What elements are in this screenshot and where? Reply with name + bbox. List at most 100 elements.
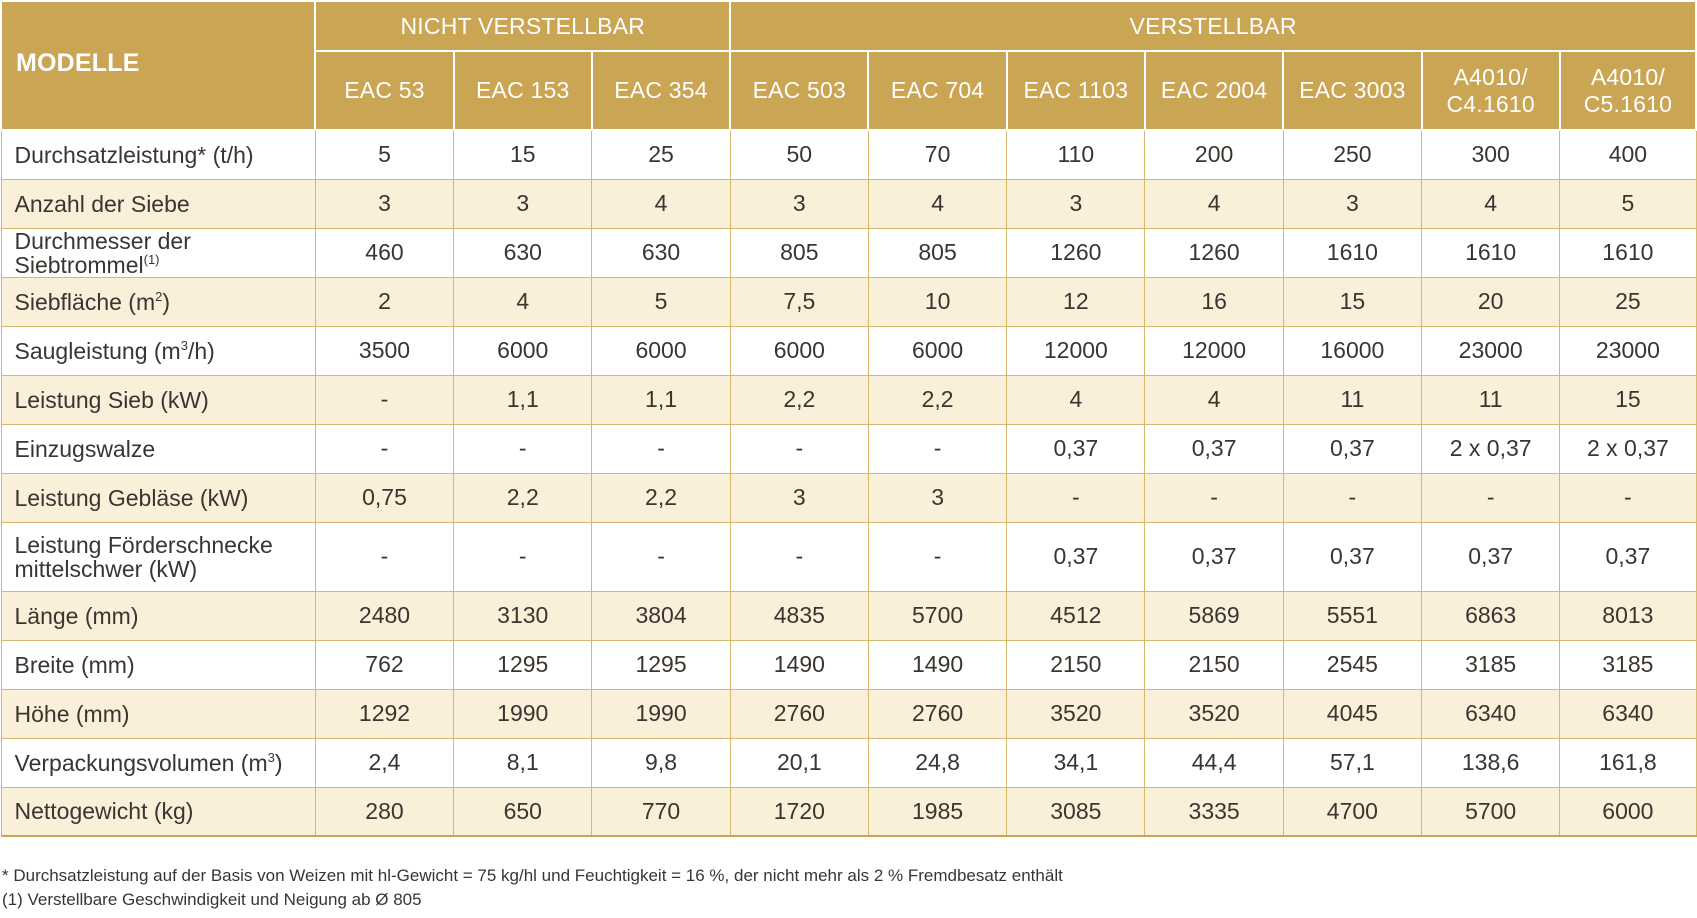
table-cell: 5: [591, 276, 731, 327]
table-cell: 3130: [453, 590, 593, 641]
model-header: A4010/C4.1610: [1420, 50, 1561, 131]
table-cell: 2 x 0,37: [1559, 423, 1697, 474]
table-cell: 3185: [1559, 639, 1697, 690]
group-adjustable: VERSTELLBAR: [729, 0, 1697, 52]
table-cell: 20: [1421, 276, 1561, 327]
table-cell: 15: [1559, 374, 1697, 425]
table-cell: 12: [1006, 276, 1146, 327]
table-cell: -: [867, 423, 1008, 474]
model-name: EAC 1103: [1023, 77, 1129, 103]
model-name: A4010/: [1453, 63, 1528, 90]
table-cell: -: [1559, 472, 1697, 523]
table-cell: -: [1006, 472, 1146, 523]
model-header: EAC 1103: [1005, 50, 1146, 131]
model-name: EAC 503: [752, 77, 847, 103]
models-header: MODELLE: [0, 0, 317, 131]
table-cell: 0,37: [1144, 521, 1284, 592]
table-cell: 4045: [1282, 688, 1423, 739]
row-label: Anzahl der Siebe: [0, 178, 316, 229]
table-cell: 3520: [1006, 688, 1146, 739]
table-cell: 2 x 0,37: [1421, 423, 1561, 474]
table-cell: 6000: [453, 325, 593, 376]
table-cell: 4700: [1282, 786, 1423, 837]
row-label-text: Höhe (mm): [14, 700, 130, 727]
table-cell: 4835: [729, 590, 869, 641]
table-cell: 1,1: [591, 374, 731, 425]
table-cell: 4: [1144, 374, 1284, 425]
table-cell: 4512: [1006, 590, 1146, 641]
table-row: Verpackungsvolumen (m3) 2,4 8,1 9,8 20,1 24,8…: [0, 737, 1697, 788]
model-name: C5.1610: [1583, 90, 1673, 117]
specifications-table: MODELLE NICHT VERSTELLBAR VERSTELLBAR EA…: [0, 0, 1697, 837]
table-cell: -: [314, 423, 455, 474]
table-cell: 16: [1144, 276, 1284, 327]
table-cell: 6000: [867, 325, 1008, 376]
table-cell: 2,2: [729, 374, 869, 425]
table-cell: 1,1: [453, 374, 593, 425]
row-label-text: Einzugswalze: [14, 435, 156, 462]
table-cell: -: [729, 423, 869, 474]
table-cell: 12000: [1144, 325, 1284, 376]
table-cell: 3500: [314, 325, 455, 376]
table-cell: 200: [1144, 129, 1284, 180]
table-cell: 12000: [1006, 325, 1146, 376]
table-cell: 1610: [1282, 227, 1423, 278]
table-cell: 5: [314, 129, 455, 180]
table-cell: -: [591, 423, 731, 474]
table-cell: 630: [453, 227, 593, 278]
row-label-text: Leistung Gebläse (kW): [14, 484, 249, 511]
table-cell: 16000: [1282, 325, 1423, 376]
table-cell: 25: [1559, 276, 1697, 327]
table-cell: 6000: [729, 325, 869, 376]
table-cell: 11: [1421, 374, 1561, 425]
table-cell: 460: [314, 227, 455, 278]
table-cell: 3: [867, 472, 1008, 523]
table-cell: 161,8: [1559, 737, 1697, 788]
table-cell: 15: [453, 129, 593, 180]
row-label-suffix: ): [162, 288, 171, 315]
table-cell: 70: [867, 129, 1008, 180]
table-cell: 24,8: [867, 737, 1008, 788]
table-cell: 1990: [591, 688, 731, 739]
table-row: Leistung Gebläse (kW) 0,75 2,2 2,2 3 3- - - - -: [0, 472, 1697, 523]
table-cell: 0,37: [1006, 521, 1146, 592]
table-cell: -: [867, 521, 1008, 592]
table-cell: 4: [1421, 178, 1561, 229]
table-cell: 5: [1559, 178, 1697, 229]
table-cell: 762: [314, 639, 455, 690]
table-cell: 8013: [1559, 590, 1697, 641]
table-cell: 6863: [1421, 590, 1561, 641]
table-cell: 1490: [729, 639, 869, 690]
table-cell: 1610: [1559, 227, 1697, 278]
table-cell: 25: [591, 129, 731, 180]
table-cell: 11: [1282, 374, 1423, 425]
table-cell: 2760: [867, 688, 1008, 739]
table-cell: 4: [1144, 178, 1284, 229]
table-row: Einzugswalze - - - - -0,37 0,37 0,37 2 x 0,37 2 x…: [0, 423, 1697, 474]
table-cell: 1610: [1421, 227, 1561, 278]
table-cell: 2,4: [314, 737, 455, 788]
footnote-throughput: * Durchsatzleistung auf der Basis von We…: [2, 866, 1063, 885]
row-label-superscript: 3: [267, 749, 275, 765]
model-name: EAC 153: [476, 77, 570, 103]
table-cell: 2,2: [867, 374, 1008, 425]
table-cell: 50: [729, 129, 869, 180]
table-cell: 3: [1282, 178, 1423, 229]
table-cell: 3520: [1144, 688, 1284, 739]
table-cell: 3335: [1144, 786, 1284, 837]
model-name: EAC 354: [614, 77, 708, 103]
model-name: EAC 53: [344, 77, 425, 103]
row-label-text: Verpackungsvolumen (m: [14, 749, 268, 776]
table-cell: 44,4: [1144, 737, 1284, 788]
model-header: EAC 3003: [1282, 50, 1423, 131]
row-label: Siebfläche (m2): [0, 276, 316, 327]
row-label-superscript: 3: [180, 337, 188, 353]
table-body: Durchsatzleistung* (t/h) 5 15 25 50 70 110 200 2…: [0, 129, 1697, 837]
table-cell: 5869: [1144, 590, 1284, 641]
row-label-text: Anzahl der Siebe: [14, 190, 190, 217]
table-cell: 3: [453, 178, 593, 229]
row-label: Nettogewicht (kg): [0, 786, 316, 837]
table-cell: 0,75: [314, 472, 455, 523]
table-cell: 1720: [729, 786, 869, 837]
